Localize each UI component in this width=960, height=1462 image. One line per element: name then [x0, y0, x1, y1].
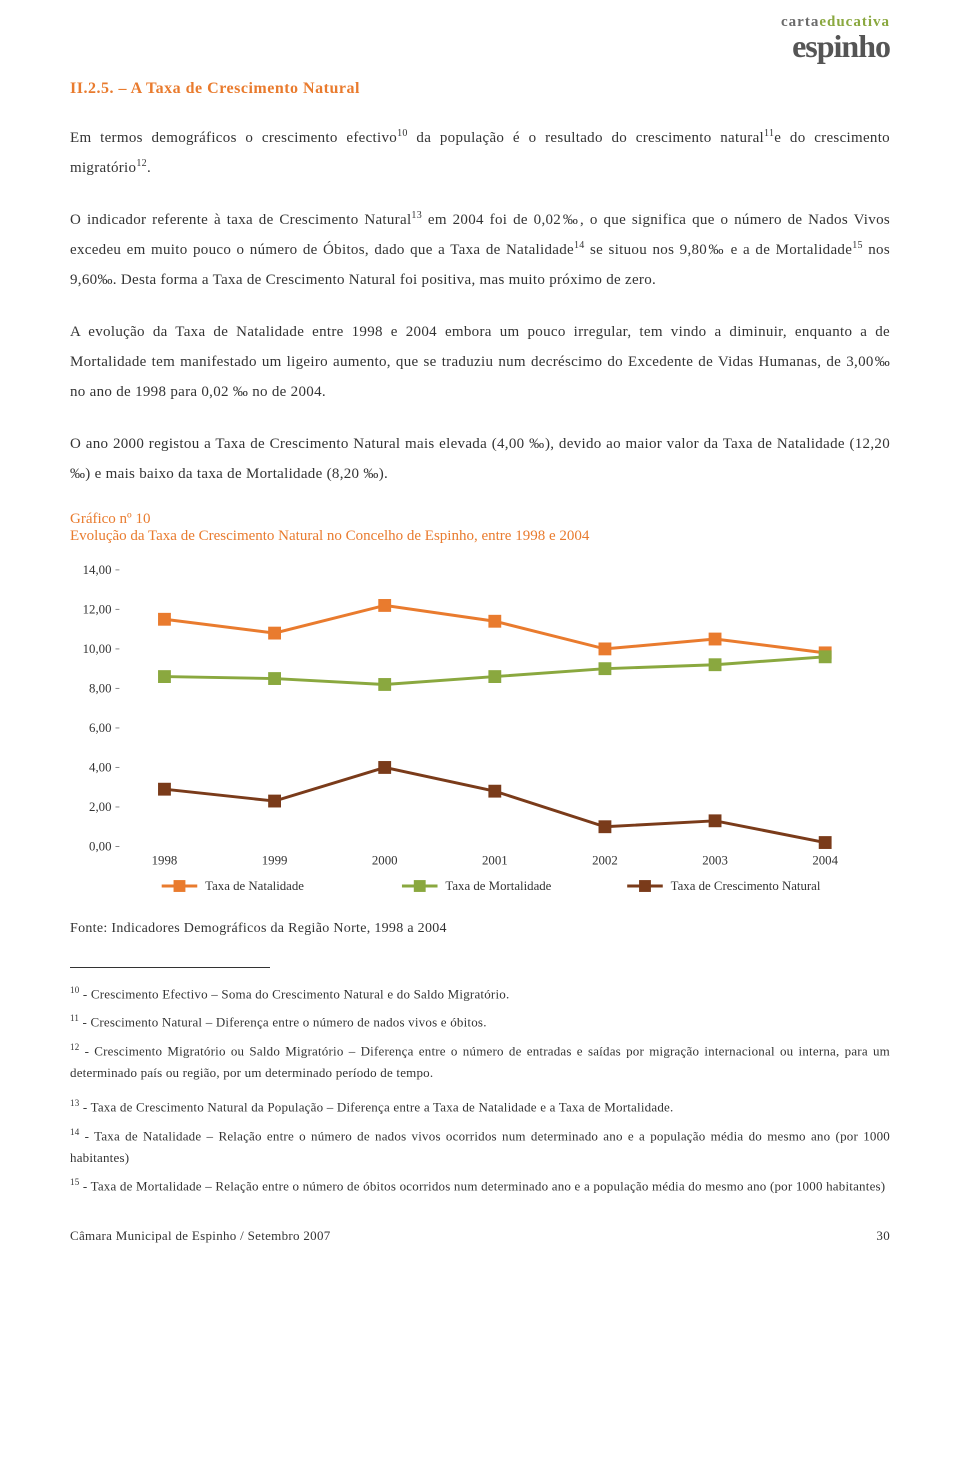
svg-text:2003: 2003: [702, 853, 728, 867]
footnote-ref-10: 10: [397, 128, 408, 139]
svg-text:Taxa de Mortalidade: Taxa de Mortalidade: [445, 879, 551, 893]
paragraph-2: O indicador referente à taxa de Crescime…: [70, 205, 890, 295]
p2-text-c: se situou nos 9,80‰ e a de Mortalidade: [585, 242, 853, 258]
svg-text:12,00: 12,00: [83, 602, 112, 616]
footnote-15: 15 - Taxa de Mortalidade – Relação entre…: [70, 1175, 890, 1197]
svg-text:4,00: 4,00: [89, 760, 111, 774]
p1-text-b: da população é o resultado do cresciment…: [408, 130, 764, 146]
svg-text:2000: 2000: [372, 853, 398, 867]
svg-text:6,00: 6,00: [89, 721, 111, 735]
footer-left: Câmara Municipal de Espinho / Setembro 2…: [70, 1228, 331, 1244]
footnote-text-12: - Crescimento Migratório ou Saldo Migrat…: [70, 1043, 890, 1080]
line-chart: 0,00 2,00 4,00 6,00 8,00 10,00 12,00 14,00 1998 1…: [70, 560, 890, 901]
footnote-ref-15: 15: [852, 240, 863, 251]
svg-text:2,00: 2,00: [89, 800, 111, 814]
footnote-text-14: - Taxa de Natalidade – Relação entre o n…: [70, 1128, 890, 1165]
footnote-text-11: - Crescimento Natural – Diferença entre …: [79, 1015, 487, 1030]
paragraph-3: A evolução da Taxa de Natalidade entre 1…: [70, 317, 890, 407]
footnote-text-10: - Crescimento Efectivo – Soma do Crescim…: [79, 986, 509, 1001]
footnote-text-13: - Taxa de Crescimento Natural da Populaç…: [79, 1100, 673, 1115]
footnote-divider: [70, 967, 270, 968]
chart-svg: 0,00 2,00 4,00 6,00 8,00 10,00 12,00 14,00 1998 1…: [70, 560, 890, 901]
footnote-13: 13 - Taxa de Crescimento Natural da Popu…: [70, 1096, 890, 1118]
svg-text:2004: 2004: [812, 853, 838, 867]
p1-text-a: Em termos demográficos o crescimento efe…: [70, 130, 397, 146]
svg-text:2002: 2002: [592, 853, 618, 867]
footnote-14: 14 - Taxa de Natalidade – Relação entre …: [70, 1125, 890, 1170]
footnote-num-14: 14: [70, 1127, 79, 1137]
chart-caption: Gráfico nº 10 Evolução da Taxa de Cresci…: [70, 511, 890, 545]
svg-text:1999: 1999: [262, 853, 288, 867]
svg-text:2001: 2001: [482, 853, 508, 867]
paragraph-1: Em termos demográficos o crescimento efe…: [70, 123, 890, 183]
footnote-11: 11 - Crescimento Natural – Diferença ent…: [70, 1011, 890, 1033]
chart-caption-line1: Gráfico nº 10: [70, 511, 890, 528]
svg-text:10,00: 10,00: [83, 642, 112, 656]
svg-text:0,00: 0,00: [89, 839, 111, 853]
footer-page-number: 30: [876, 1228, 890, 1244]
footnote-ref-14: 14: [574, 240, 585, 251]
brand-logo: cartaeducativa espinho: [781, 15, 890, 62]
footnote-ref-12: 12: [136, 158, 147, 169]
page-footer: Câmara Municipal de Espinho / Setembro 2…: [70, 1228, 890, 1244]
svg-text:1998: 1998: [152, 853, 178, 867]
footnote-num-11: 11: [70, 1013, 79, 1023]
footnote-10: 10 - Crescimento Efectivo – Soma do Cres…: [70, 983, 890, 1005]
svg-text:Taxa de Natalidade: Taxa de Natalidade: [205, 879, 304, 893]
chart-source: Fonte: Indicadores Demográficos da Regiã…: [70, 921, 890, 937]
footnote-num-15: 15: [70, 1177, 79, 1187]
logo-word-3: espinho: [781, 30, 890, 62]
footnote-num-10: 10: [70, 985, 79, 995]
p1-text-d: .: [147, 160, 151, 176]
footnote-ref-13: 13: [411, 210, 422, 221]
footnote-12: 12 - Crescimento Migratório ou Saldo Mig…: [70, 1040, 890, 1085]
p2-text-a: O indicador referente à taxa de Crescime…: [70, 212, 411, 228]
svg-text:14,00: 14,00: [83, 563, 112, 577]
footnote-num-12: 12: [70, 1042, 79, 1052]
svg-text:Taxa de Crescimento Natural: Taxa de Crescimento Natural: [671, 879, 821, 893]
svg-text:8,00: 8,00: [89, 681, 111, 695]
footnote-ref-11: 11: [764, 128, 774, 139]
footnote-num-13: 13: [70, 1098, 79, 1108]
footnote-text-15: - Taxa de Mortalidade – Relação entre o …: [79, 1178, 885, 1193]
section-title: II.2.5. – A Taxa de Crescimento Natural: [70, 80, 890, 98]
paragraph-4: O ano 2000 registou a Taxa de Cresciment…: [70, 429, 890, 489]
chart-caption-line2: Evolução da Taxa de Crescimento Natural …: [70, 528, 890, 545]
